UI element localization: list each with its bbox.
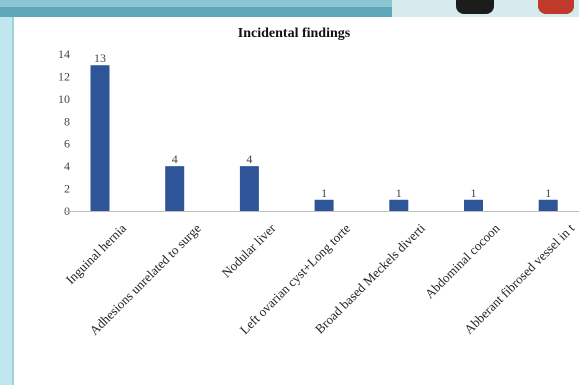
y-tick-label: 2 <box>64 182 70 196</box>
bar <box>389 199 409 211</box>
data-label: 13 <box>94 51 106 65</box>
bar <box>464 199 483 211</box>
left-margin-strip <box>0 17 12 385</box>
y-axis-ticks: 02468101214 <box>58 47 70 218</box>
data-label: 1 <box>396 186 402 200</box>
data-label: 4 <box>246 152 252 166</box>
bar <box>538 199 558 211</box>
bar <box>90 65 110 211</box>
bar <box>165 166 185 211</box>
category-label: Nodular liver <box>219 220 279 280</box>
bar <box>239 166 259 211</box>
category-label: Abdominal cocoon <box>422 220 503 301</box>
data-label: 1 <box>321 186 327 200</box>
chart-title: Incidental findings <box>238 26 351 41</box>
y-tick-label: 14 <box>58 47 70 61</box>
y-tick-label: 12 <box>58 69 70 83</box>
y-tick-label: 10 <box>58 92 70 106</box>
data-label: 1 <box>545 186 551 200</box>
bars <box>90 65 558 211</box>
data-label: 1 <box>471 186 477 200</box>
y-tick-label: 6 <box>64 137 70 151</box>
top-banner-highlight <box>0 0 579 7</box>
y-tick-label: 8 <box>64 114 70 128</box>
bar <box>314 199 334 211</box>
category-label: Inguinal hernia <box>63 220 130 287</box>
header-image <box>392 0 579 17</box>
data-labels: 13 4 4 1 1 1 1 <box>94 51 551 200</box>
left-margin-edge <box>12 17 14 385</box>
y-tick-label: 4 <box>64 159 70 173</box>
data-label: 4 <box>172 152 178 166</box>
